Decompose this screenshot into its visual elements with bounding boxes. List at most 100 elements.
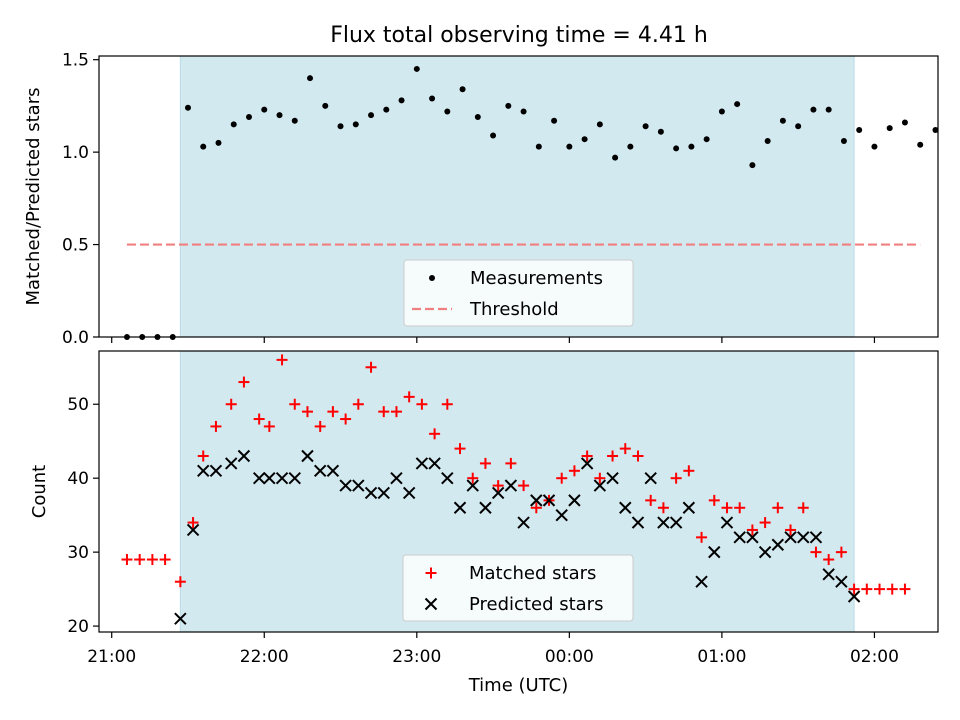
predicted-star-point [313, 464, 327, 478]
x-tick-label: 21:00 [87, 647, 136, 667]
matched-star-point [581, 450, 593, 462]
matched-star-point [263, 420, 275, 432]
predicted-star-point [390, 471, 403, 485]
measurement-point [566, 143, 573, 150]
measurement-point [688, 143, 695, 150]
matched-star-point [467, 472, 479, 484]
count-y-tick-label: 20 [67, 617, 89, 637]
matched-star-point [696, 531, 708, 543]
predicted-star-point [263, 471, 276, 485]
predicted-star-point [530, 494, 543, 507]
ratio-y-tick-label: 0.0 [62, 328, 89, 348]
count-axes-frame [98, 350, 939, 633]
measurement-point [474, 114, 481, 121]
measurement-point [642, 123, 649, 130]
matched-star-point [874, 583, 886, 595]
legend-matched-marker [425, 567, 437, 579]
predicted-star-point [720, 516, 734, 529]
matched-star-point [810, 546, 822, 558]
measurement-point [459, 86, 466, 93]
matched-star-point [454, 443, 466, 455]
count-legend: Matched stars Predicted stars [402, 554, 634, 622]
matched-star-point [772, 502, 784, 514]
matched-star-point [594, 472, 606, 484]
predicted-star-point [631, 516, 645, 529]
predicted-star-point [708, 545, 721, 559]
predicted-star-point [441, 471, 454, 485]
predicted-star-point [657, 516, 670, 529]
matched-star-point [197, 450, 209, 462]
predicted-star-point [784, 531, 797, 544]
predicted-star-point [835, 575, 848, 588]
measurement-point [734, 101, 741, 108]
matched-star-point [530, 502, 542, 514]
measurement-point [444, 108, 451, 115]
matched-star-point [378, 406, 390, 418]
ratio-y-tick-label: 1.0 [62, 143, 89, 163]
ratio-legend-label: Measurements [470, 268, 603, 289]
predicted-star-point [771, 538, 785, 551]
x-tick-label: 22:00 [240, 647, 289, 667]
x-tick-label: 01:00 [697, 647, 746, 667]
count-legend-label: Predicted stars [469, 594, 603, 615]
x-tick-label: 02:00 [850, 647, 899, 667]
matched-star-point [146, 554, 158, 566]
measurement-point [779, 117, 786, 124]
measurement-point [184, 104, 191, 111]
predicted-star-point [644, 471, 657, 485]
matched-star-point [607, 450, 619, 462]
predicted-star-point [237, 449, 251, 463]
matched-star-point [670, 472, 682, 484]
measurement-point [215, 139, 222, 146]
measurement-point [749, 162, 756, 169]
predicted-star-point [695, 575, 708, 588]
x-axis-label: Time (UTC) [468, 675, 569, 696]
predicted-star-point [174, 612, 187, 625]
matched-star-point [886, 583, 898, 595]
measurement-point [200, 143, 207, 150]
matched-star-point [568, 465, 580, 477]
predicted-star-point [517, 516, 530, 529]
matched-star-point [159, 554, 171, 566]
matched-star-point [899, 583, 911, 595]
count-panel: 20 30 40 50 21:00 22:00 23:00 00:00 01:00 02:00 M… [29, 350, 939, 696]
ratio-legend-box [403, 259, 634, 327]
legend-predicted-marker [424, 597, 438, 611]
count-y-axis-label: Count [29, 465, 50, 518]
predicted-star-point [682, 501, 696, 514]
predicted-star-point [301, 449, 314, 463]
matched-star-point [848, 583, 860, 595]
matched-star-point [734, 502, 746, 514]
matched-star-point [238, 376, 250, 388]
matched-star-point [505, 457, 517, 469]
matched-star-point [429, 428, 441, 440]
matched-star-point [619, 443, 631, 455]
predicted-star-point [252, 471, 266, 485]
matched-star-point [746, 524, 758, 536]
matched-star-point [301, 406, 313, 418]
predicted-star-point [746, 531, 759, 544]
count-y-tick-label: 40 [67, 469, 89, 489]
measurement-point [657, 128, 664, 135]
matched-star-point [352, 398, 364, 410]
predicted-star-point [288, 471, 301, 485]
measurement-point [718, 108, 725, 115]
predicted-star-point [580, 457, 594, 470]
count-y-tick-label: 30 [67, 543, 89, 563]
matched-star-point [121, 554, 133, 566]
predicted-star-point [568, 494, 581, 507]
ratio-legend: Measurements Threshold [403, 259, 634, 327]
predicted-star-point [197, 464, 210, 478]
matched-star-point [823, 554, 835, 566]
measurement-point [230, 121, 237, 128]
x-tick-label: 00:00 [545, 647, 594, 667]
matched-star-point [365, 361, 377, 373]
measurement-point [352, 121, 359, 128]
matched-star-point [134, 554, 146, 566]
matched-star-point [225, 398, 237, 410]
predicted-star-point [479, 501, 492, 514]
matched-star-point [403, 391, 415, 403]
predicted-star-point [352, 479, 365, 492]
matched-star-point [518, 480, 530, 492]
